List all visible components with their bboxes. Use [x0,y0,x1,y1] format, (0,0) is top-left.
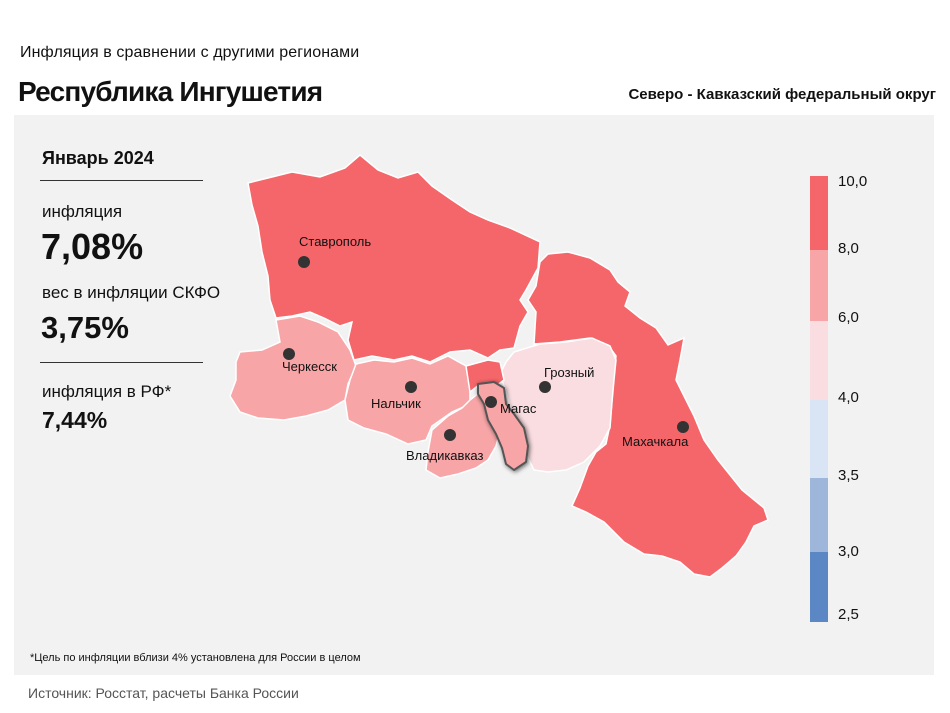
legend-swatch-8-10 [810,176,828,250]
divider [40,180,203,181]
city-label-magas: Магас [500,401,537,416]
city-marker-stavropol[interactable] [298,256,310,268]
city-marker-vladikavkaz[interactable] [444,429,456,441]
divider [40,362,203,363]
federal-district-label: Северо - Кавказский федеральный округ [628,86,936,103]
inflation-value: 7,08% [41,226,144,267]
city-marker-magas[interactable] [485,396,497,408]
weight-value: 3,75% [41,310,129,345]
legend-tick-label: 3,0 [838,543,859,560]
legend-tick-label: 8,0 [838,240,859,257]
city-label-cherkessk: Черкесск [282,359,337,374]
legend-swatch-6-8 [810,250,828,321]
legend-tick-label: 6,0 [838,309,859,326]
legend-color-bar [810,176,828,622]
rf-inflation-value: 7,44% [42,407,108,433]
legend-tick-label: 3,5 [838,467,859,484]
period-label: Январь 2024 [42,148,154,168]
legend-swatch-3-3.5 [810,478,828,552]
footnote: *Цель по инфляции вблизи 4% установлена … [30,652,361,664]
region-chechnya[interactable] [499,337,617,473]
city-marker-grozny[interactable] [539,381,551,393]
city-label-vladikavkaz: Владикавказ [406,448,484,463]
city-label-grozny: Грозный [544,365,594,380]
inflation-label: инфляция [42,202,123,221]
city-marker-nalchik[interactable] [405,381,417,393]
region-title: Республика Ингушетия [18,76,323,107]
region-kabardino-balkaria[interactable] [344,355,471,445]
map-panel: Январь 2024 инфляция 7,08% вес в инфляци… [14,115,934,675]
city-marker-cherkessk[interactable] [283,348,295,360]
source-note: Источник: Росстат, расчеты Банка России [28,685,299,701]
legend-tick-label: 10,0 [838,173,868,190]
legend-swatch-2.5-3 [810,552,828,622]
legend-tick-label: 4,0 [838,389,859,406]
legend-tick-label: 2,5 [838,606,859,623]
legend-swatch-3.5-4 [810,400,828,478]
region-stavropol[interactable] [247,154,541,363]
chart-subtitle: Инфляция в сравнении с другими регионами [20,44,360,61]
weight-label: вес в инфляции СКФО [42,283,221,302]
legend-swatch-4-6 [810,321,828,400]
city-marker-makhachkala[interactable] [677,421,689,433]
region-karachay-cherkessia[interactable] [229,315,357,421]
city-label-nalchik: Нальчик [371,396,421,411]
rf-inflation-label: инфляция в РФ* [42,382,172,401]
city-label-makhachkala: Махачкала [622,434,689,449]
city-label-stavropol: Ставрополь [299,234,371,249]
